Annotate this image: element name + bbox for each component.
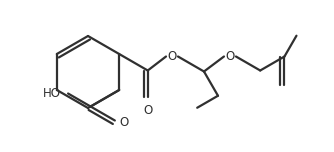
Text: O: O — [143, 105, 152, 117]
Text: O: O — [225, 50, 234, 63]
Text: HO: HO — [43, 87, 61, 100]
Text: O: O — [167, 50, 177, 63]
Text: O: O — [120, 116, 129, 129]
